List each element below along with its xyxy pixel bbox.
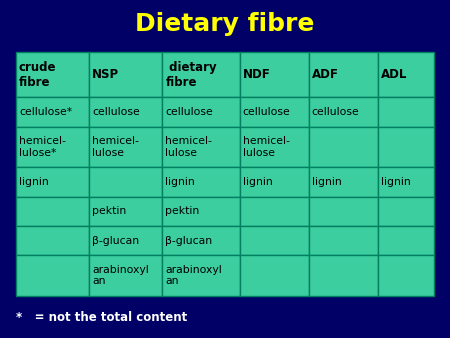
Bar xyxy=(309,167,378,196)
Bar xyxy=(89,256,162,296)
Bar xyxy=(309,256,378,296)
Text: cellulose: cellulose xyxy=(165,107,213,117)
Bar xyxy=(16,97,89,127)
Text: pektin: pektin xyxy=(92,206,126,216)
Text: β-glucan: β-glucan xyxy=(92,236,139,246)
Text: β-glucan: β-glucan xyxy=(165,236,212,246)
Text: pektin: pektin xyxy=(165,206,200,216)
Text: hemicel-
lulose: hemicel- lulose xyxy=(165,136,212,158)
Text: lignin: lignin xyxy=(312,177,342,187)
Text: NSP: NSP xyxy=(92,68,119,81)
Bar xyxy=(89,196,162,226)
Bar xyxy=(89,52,162,97)
Bar xyxy=(162,97,240,127)
Text: ADL: ADL xyxy=(381,68,407,81)
Bar xyxy=(309,226,378,256)
Bar xyxy=(89,97,162,127)
Bar xyxy=(309,196,378,226)
Text: *   = not the total content: * = not the total content xyxy=(16,311,187,323)
Bar xyxy=(162,196,240,226)
Bar xyxy=(240,196,309,226)
Text: arabinoxyl
an: arabinoxyl an xyxy=(92,265,149,286)
Bar xyxy=(240,127,309,167)
Bar xyxy=(378,167,434,196)
Bar xyxy=(240,97,309,127)
Text: lignin: lignin xyxy=(243,177,273,187)
Bar xyxy=(89,226,162,256)
Text: cellulose*: cellulose* xyxy=(19,107,72,117)
Text: Dietary fibre: Dietary fibre xyxy=(135,12,315,36)
Bar xyxy=(162,167,240,196)
Bar xyxy=(16,226,89,256)
Bar xyxy=(162,52,240,97)
Bar xyxy=(89,167,162,196)
Bar xyxy=(240,52,309,97)
Bar xyxy=(309,127,378,167)
Text: lignin: lignin xyxy=(165,177,195,187)
Text: arabinoxyl
an: arabinoxyl an xyxy=(165,265,222,286)
Bar xyxy=(378,256,434,296)
Bar xyxy=(16,196,89,226)
Text: crude
fibre: crude fibre xyxy=(19,61,56,89)
Text: ADF: ADF xyxy=(312,68,339,81)
Bar xyxy=(378,127,434,167)
Bar xyxy=(309,52,378,97)
Text: hemicel-
lulose*: hemicel- lulose* xyxy=(19,136,66,158)
Text: hemicel-
lulose: hemicel- lulose xyxy=(243,136,290,158)
Bar xyxy=(240,226,309,256)
Text: NDF: NDF xyxy=(243,68,270,81)
Bar xyxy=(378,97,434,127)
Bar xyxy=(16,256,89,296)
Bar xyxy=(378,226,434,256)
Bar xyxy=(162,226,240,256)
Bar xyxy=(89,127,162,167)
Bar xyxy=(16,167,89,196)
Text: hemicel-
lulose: hemicel- lulose xyxy=(92,136,139,158)
Bar xyxy=(162,127,240,167)
Bar xyxy=(16,52,89,97)
Bar xyxy=(240,256,309,296)
Bar xyxy=(16,127,89,167)
Bar xyxy=(162,256,240,296)
Text: lignin: lignin xyxy=(19,177,49,187)
Text: cellulose: cellulose xyxy=(243,107,291,117)
Text: lignin: lignin xyxy=(381,177,411,187)
Text: cellulose: cellulose xyxy=(92,107,140,117)
Bar xyxy=(378,52,434,97)
Bar xyxy=(378,196,434,226)
Bar xyxy=(309,97,378,127)
Text: dietary
fibre: dietary fibre xyxy=(165,61,217,89)
Bar xyxy=(240,167,309,196)
Text: cellulose: cellulose xyxy=(312,107,360,117)
